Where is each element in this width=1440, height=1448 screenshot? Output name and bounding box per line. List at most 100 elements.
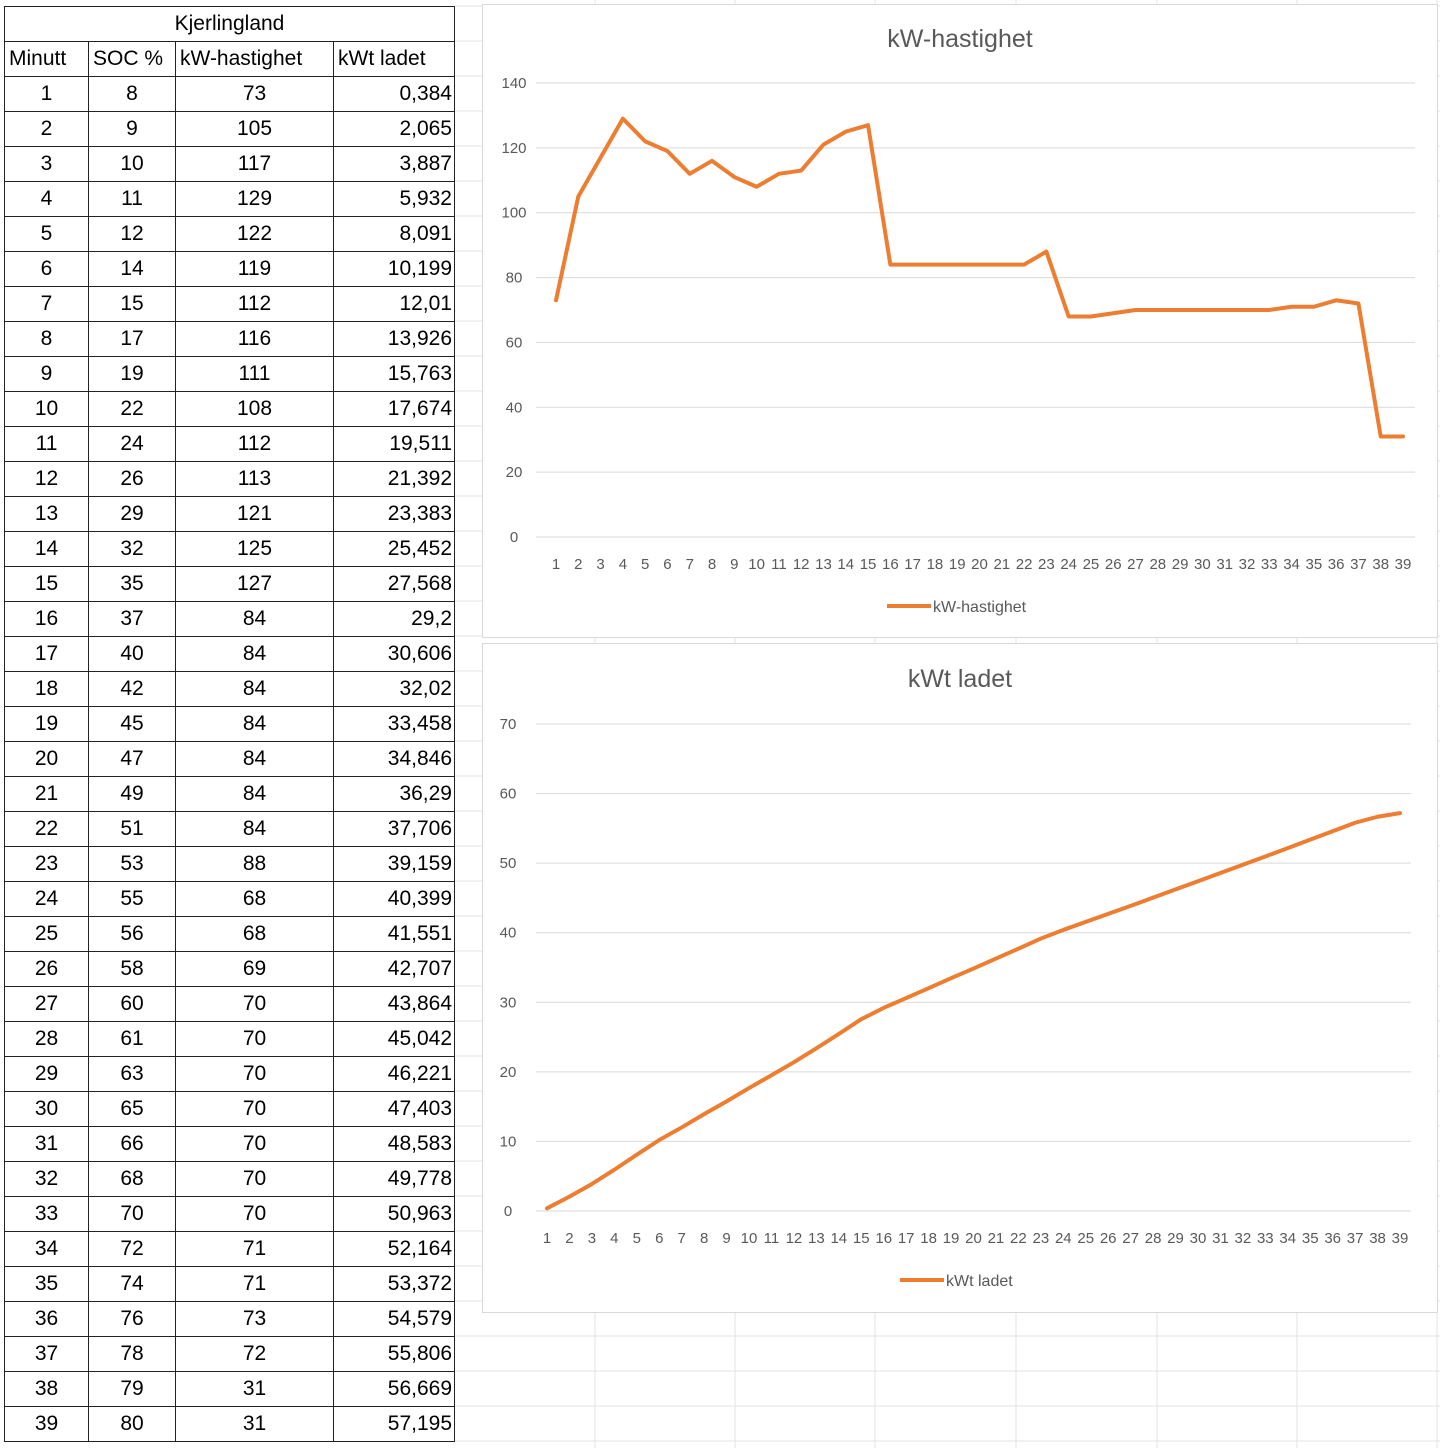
- kwt-cell[interactable]: 41,551: [333, 916, 455, 952]
- soc-cell[interactable]: 37: [88, 601, 176, 637]
- kw-cell[interactable]: 121: [175, 496, 334, 532]
- soc-cell[interactable]: 74: [88, 1266, 176, 1302]
- soc-cell[interactable]: 10: [88, 146, 176, 182]
- chart-kwt-ladet[interactable]: kWt ladet 0 10 20 30 40 50 60 70 1 2 3 4 5 6 7 8 9 10 11 12 1…: [482, 643, 1438, 1313]
- kwt-cell[interactable]: 19,511: [333, 426, 455, 462]
- minutt-cell[interactable]: 17: [4, 636, 89, 672]
- table-title[interactable]: Kjerlingland: [4, 6, 455, 42]
- kwt-cell[interactable]: 33,458: [333, 706, 455, 742]
- chart-kw-hastighet[interactable]: kW-hastighet 0 20 40 60 80 100 120 140 1 2 3 4 5 6 7 8 9 1…: [482, 4, 1438, 638]
- kw-cell[interactable]: 84: [175, 671, 334, 707]
- kwt-cell[interactable]: 3,887: [333, 146, 455, 182]
- kwt-cell[interactable]: 29,2: [333, 601, 455, 637]
- soc-cell[interactable]: 76: [88, 1301, 176, 1337]
- kw-cell[interactable]: 71: [175, 1231, 334, 1267]
- minutt-cell[interactable]: 21: [4, 776, 89, 812]
- kwt-cell[interactable]: 23,383: [333, 496, 455, 532]
- minutt-cell[interactable]: 34: [4, 1231, 89, 1267]
- soc-cell[interactable]: 63: [88, 1056, 176, 1092]
- soc-cell[interactable]: 14: [88, 251, 176, 287]
- header-soc[interactable]: SOC %: [88, 41, 176, 77]
- kwt-cell[interactable]: 37,706: [333, 811, 455, 847]
- soc-cell[interactable]: 68: [88, 1161, 176, 1197]
- minutt-cell[interactable]: 24: [4, 881, 89, 917]
- kw-cell[interactable]: 70: [175, 1091, 334, 1127]
- kw-cell[interactable]: 84: [175, 741, 334, 777]
- soc-cell[interactable]: 40: [88, 636, 176, 672]
- kw-cell[interactable]: 31: [175, 1371, 334, 1407]
- kw-cell[interactable]: 73: [175, 76, 334, 112]
- kwt-cell[interactable]: 15,763: [333, 356, 455, 392]
- soc-cell[interactable]: 24: [88, 426, 176, 462]
- kw-cell[interactable]: 127: [175, 566, 334, 602]
- kwt-cell[interactable]: 55,806: [333, 1336, 455, 1372]
- soc-cell[interactable]: 15: [88, 286, 176, 322]
- kwt-cell[interactable]: 56,669: [333, 1371, 455, 1407]
- kwt-cell[interactable]: 21,392: [333, 461, 455, 497]
- minutt-cell[interactable]: 7: [4, 286, 89, 322]
- kwt-cell[interactable]: 43,864: [333, 986, 455, 1022]
- kw-cell[interactable]: 70: [175, 986, 334, 1022]
- minutt-cell[interactable]: 18: [4, 671, 89, 707]
- minutt-cell[interactable]: 16: [4, 601, 89, 637]
- minutt-cell[interactable]: 5: [4, 216, 89, 252]
- kw-cell[interactable]: 119: [175, 251, 334, 287]
- kw-cell[interactable]: 72: [175, 1336, 334, 1372]
- kw-cell[interactable]: 112: [175, 286, 334, 322]
- kw-cell[interactable]: 125: [175, 531, 334, 567]
- header-minutt[interactable]: Minutt: [4, 41, 89, 77]
- minutt-cell[interactable]: 27: [4, 986, 89, 1022]
- kwt-cell[interactable]: 48,583: [333, 1126, 455, 1162]
- soc-cell[interactable]: 17: [88, 321, 176, 357]
- kw-cell[interactable]: 112: [175, 426, 334, 462]
- kw-cell[interactable]: 70: [175, 1056, 334, 1092]
- kwt-cell[interactable]: 13,926: [333, 321, 455, 357]
- kw-cell[interactable]: 129: [175, 181, 334, 217]
- minutt-cell[interactable]: 25: [4, 916, 89, 952]
- soc-cell[interactable]: 29: [88, 496, 176, 532]
- minutt-cell[interactable]: 10: [4, 391, 89, 427]
- kw-cell[interactable]: 70: [175, 1126, 334, 1162]
- minutt-cell[interactable]: 6: [4, 251, 89, 287]
- kwt-cell[interactable]: 45,042: [333, 1021, 455, 1057]
- header-kw-hastighet[interactable]: kW-hastighet: [175, 41, 334, 77]
- kw-cell[interactable]: 70: [175, 1196, 334, 1232]
- soc-cell[interactable]: 80: [88, 1406, 176, 1442]
- minutt-cell[interactable]: 26: [4, 951, 89, 987]
- soc-cell[interactable]: 55: [88, 881, 176, 917]
- minutt-cell[interactable]: 4: [4, 181, 89, 217]
- kwt-cell[interactable]: 46,221: [333, 1056, 455, 1092]
- soc-cell[interactable]: 58: [88, 951, 176, 987]
- minutt-cell[interactable]: 23: [4, 846, 89, 882]
- soc-cell[interactable]: 45: [88, 706, 176, 742]
- soc-cell[interactable]: 49: [88, 776, 176, 812]
- soc-cell[interactable]: 60: [88, 986, 176, 1022]
- kwt-cell[interactable]: 25,452: [333, 531, 455, 567]
- soc-cell[interactable]: 51: [88, 811, 176, 847]
- minutt-cell[interactable]: 28: [4, 1021, 89, 1057]
- kwt-cell[interactable]: 52,164: [333, 1231, 455, 1267]
- soc-cell[interactable]: 70: [88, 1196, 176, 1232]
- minutt-cell[interactable]: 38: [4, 1371, 89, 1407]
- kw-cell[interactable]: 116: [175, 321, 334, 357]
- soc-cell[interactable]: 11: [88, 181, 176, 217]
- minutt-cell[interactable]: 22: [4, 811, 89, 847]
- minutt-cell[interactable]: 3: [4, 146, 89, 182]
- soc-cell[interactable]: 26: [88, 461, 176, 497]
- minutt-cell[interactable]: 19: [4, 706, 89, 742]
- soc-cell[interactable]: 53: [88, 846, 176, 882]
- kwt-cell[interactable]: 34,846: [333, 741, 455, 777]
- kwt-cell[interactable]: 12,01: [333, 286, 455, 322]
- soc-cell[interactable]: 66: [88, 1126, 176, 1162]
- soc-cell[interactable]: 9: [88, 111, 176, 147]
- minutt-cell[interactable]: 31: [4, 1126, 89, 1162]
- soc-cell[interactable]: 42: [88, 671, 176, 707]
- kwt-cell[interactable]: 32,02: [333, 671, 455, 707]
- kwt-cell[interactable]: 50,963: [333, 1196, 455, 1232]
- kw-cell[interactable]: 70: [175, 1161, 334, 1197]
- kwt-cell[interactable]: 39,159: [333, 846, 455, 882]
- kw-cell[interactable]: 70: [175, 1021, 334, 1057]
- minutt-cell[interactable]: 29: [4, 1056, 89, 1092]
- kwt-cell[interactable]: 30,606: [333, 636, 455, 672]
- minutt-cell[interactable]: 14: [4, 531, 89, 567]
